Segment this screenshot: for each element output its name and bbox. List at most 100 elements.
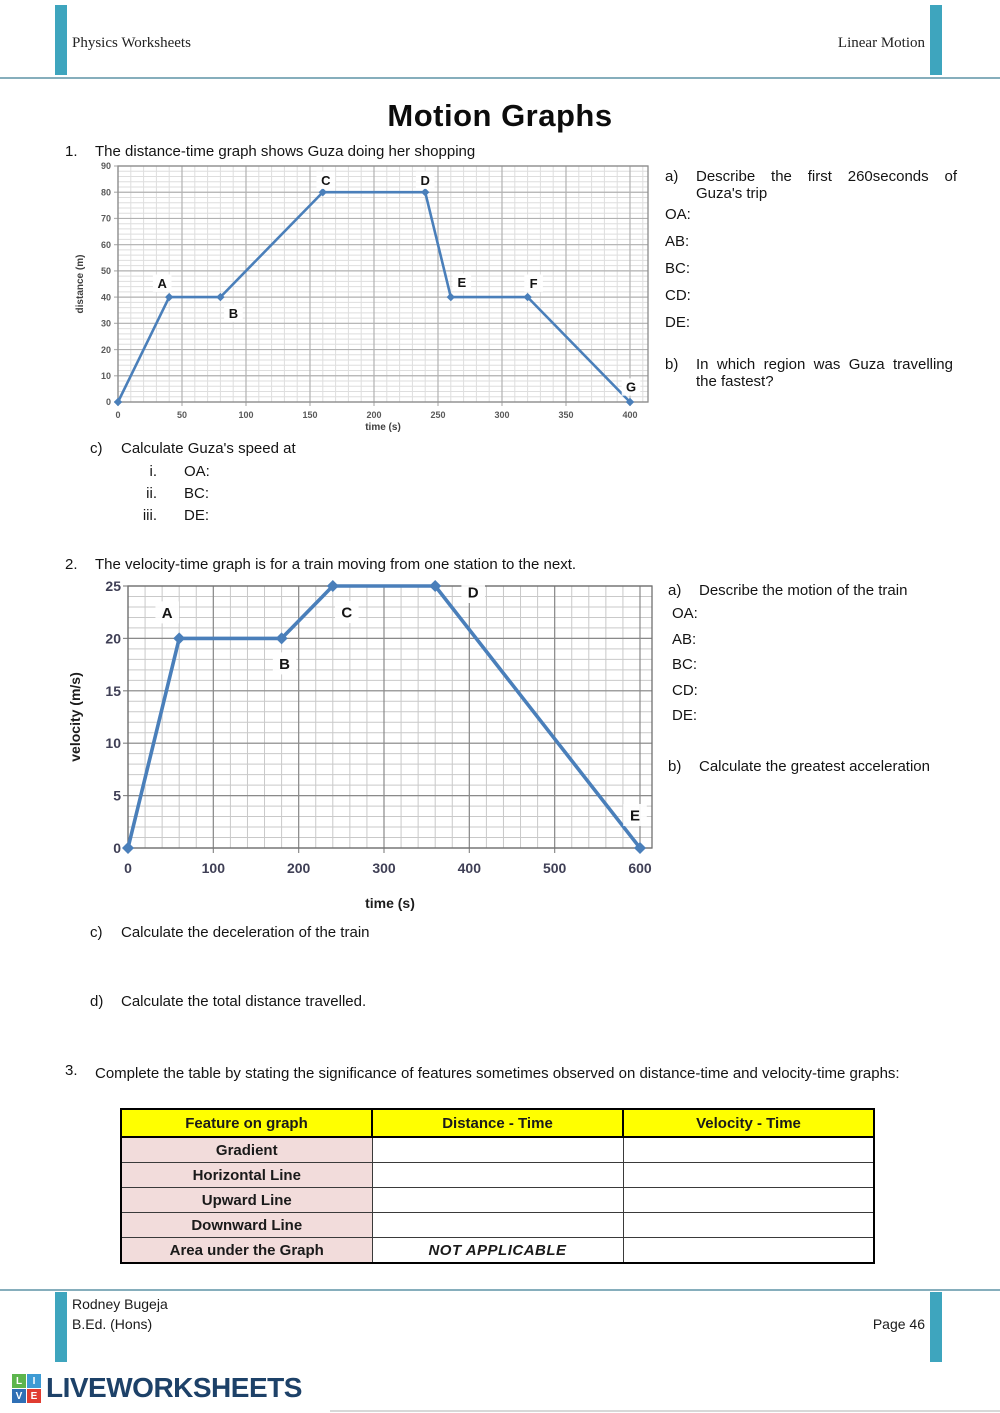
q2-region-list: OA: AB: BC: CD: DE: (672, 605, 698, 733)
svg-text:400: 400 (458, 860, 482, 876)
q2-region-bc: BC: (672, 656, 698, 673)
q2b-row: b) Calculate the greatest acceleration (668, 758, 965, 775)
svg-text:5: 5 (113, 788, 121, 804)
q1-region-oa: OA: (665, 206, 691, 223)
svg-text:A: A (158, 276, 168, 291)
q3-prompt: Complete the table by stating the signif… (95, 1065, 900, 1082)
logo-tile-l: L (12, 1374, 26, 1388)
header-left-text: Physics Worksheets (72, 35, 191, 51)
q1-region-ab: AB: (665, 233, 690, 250)
svg-text:350: 350 (558, 410, 573, 420)
horizontal-vt-cell (622, 1162, 875, 1188)
table-row: Horizontal Line (120, 1162, 875, 1188)
q1c-item3-label: DE: (184, 507, 210, 524)
upward-dt-cell (371, 1187, 624, 1213)
table-row: Downward Line (120, 1212, 875, 1238)
svg-text:250: 250 (430, 410, 445, 420)
page-edge-artifact (330, 1410, 1000, 1412)
q1c-item1-label: OA: (184, 463, 210, 480)
svg-text:15: 15 (105, 683, 121, 699)
feature-gradient: Gradient (120, 1136, 373, 1163)
q1c-item3-numeral: iii. (142, 507, 157, 524)
q2-number: 2. (65, 556, 78, 573)
svg-text:C: C (341, 604, 352, 621)
area-vt-cell (622, 1237, 875, 1264)
svg-text:40: 40 (101, 292, 111, 302)
svg-text:100: 100 (238, 410, 253, 420)
feature-horizontal-line: Horizontal Line (120, 1162, 373, 1188)
svg-text:20: 20 (101, 345, 111, 355)
footer-right-accent-bar (930, 1292, 942, 1362)
q1-prompt: The distance-time graph shows Guza doing… (95, 143, 476, 160)
q1-region-list: OA: AB: BC: CD: DE: (665, 206, 691, 341)
svg-text:10: 10 (105, 735, 121, 751)
q2-region-de: DE: (672, 707, 698, 724)
liveworksheets-logo-icon: L I V E (12, 1374, 41, 1403)
q1-region-de: DE: (665, 314, 691, 331)
q2b-label: b) (668, 758, 682, 775)
svg-text:0: 0 (115, 410, 120, 420)
svg-text:300: 300 (372, 860, 396, 876)
table-header-velocity-time: Velocity - Time (622, 1108, 875, 1138)
footer-author-degree: B.Ed. (Hons) (72, 1316, 153, 1332)
table-row: Gradient (120, 1136, 875, 1163)
q2a-label: a) (668, 582, 682, 599)
svg-text:D: D (468, 584, 479, 601)
svg-text:B: B (229, 306, 238, 321)
svg-text:E: E (630, 807, 640, 824)
svg-text:C: C (321, 173, 331, 188)
q2d-row: d) Calculate the total distance travelle… (90, 993, 590, 1010)
svg-text:100: 100 (202, 860, 226, 876)
area-dt-cell: NOT APPLICABLE (371, 1237, 624, 1264)
footer-rule (0, 1289, 1000, 1291)
q2-prompt-row: 2. The velocity-time graph is for a trai… (65, 556, 745, 573)
svg-text:0: 0 (113, 840, 121, 856)
q3-number: 3. (65, 1062, 78, 1079)
q1b-text: In which region was Guza travelling the … (696, 356, 953, 390)
liveworksheets-logo-text: LIVEWORKSHEETS (46, 1372, 302, 1403)
table-header-feature: Feature on graph (120, 1108, 373, 1138)
svg-text:30: 30 (101, 319, 111, 329)
svg-text:80: 80 (101, 187, 111, 197)
header-rule (0, 77, 1000, 79)
header-left-accent-bar (55, 5, 67, 75)
table-header-distance-time: Distance - Time (371, 1108, 624, 1138)
svg-text:150: 150 (302, 410, 317, 420)
q1c-item2-numeral: ii. (146, 485, 157, 502)
svg-text:500: 500 (543, 860, 567, 876)
svg-text:F: F (530, 276, 538, 291)
svg-text:distance (m): distance (m) (75, 255, 86, 314)
svg-text:10: 10 (101, 371, 111, 381)
q1c-label: c) (90, 440, 103, 457)
header-right-accent-bar (930, 5, 942, 75)
feature-downward-line: Downward Line (120, 1212, 373, 1238)
svg-text:time (s): time (s) (365, 422, 401, 433)
svg-text:50: 50 (177, 410, 187, 420)
svg-text:300: 300 (494, 410, 509, 420)
page-title: Motion Graphs (387, 98, 613, 133)
q2a-row: a) Describe the motion of the train (668, 582, 960, 599)
svg-text:A: A (162, 605, 173, 622)
q1a-label: a) (665, 168, 679, 185)
q1-prompt-row: 1. The distance-time graph shows Guza do… (65, 143, 685, 160)
q1c-item2-label: BC: (184, 485, 210, 502)
header-right-text: Linear Motion (837, 35, 925, 51)
svg-text:D: D (421, 173, 430, 188)
logo-tile-e: E (27, 1389, 41, 1403)
q2c-row: c) Calculate the deceleration of the tra… (90, 924, 590, 941)
footer-author-name: Rodney Bugeja (72, 1296, 168, 1312)
svg-text:200: 200 (287, 860, 311, 876)
q1c-text: Calculate Guza's speed at (121, 440, 296, 457)
svg-text:velocity (m/s): velocity (m/s) (67, 672, 83, 761)
feature-upward-line: Upward Line (120, 1187, 373, 1213)
svg-text:60: 60 (101, 240, 111, 250)
downward-dt-cell (371, 1212, 624, 1238)
q1c-item1-numeral: i. (149, 463, 158, 480)
q2c-label: c) (90, 924, 103, 941)
svg-text:400: 400 (622, 410, 637, 420)
table-row: Area under the Graph NOT APPLICABLE (120, 1237, 875, 1264)
q1-region-cd: CD: (665, 287, 691, 304)
q3-prompt-row: 3. Complete the table by stating the sig… (65, 1062, 945, 1085)
